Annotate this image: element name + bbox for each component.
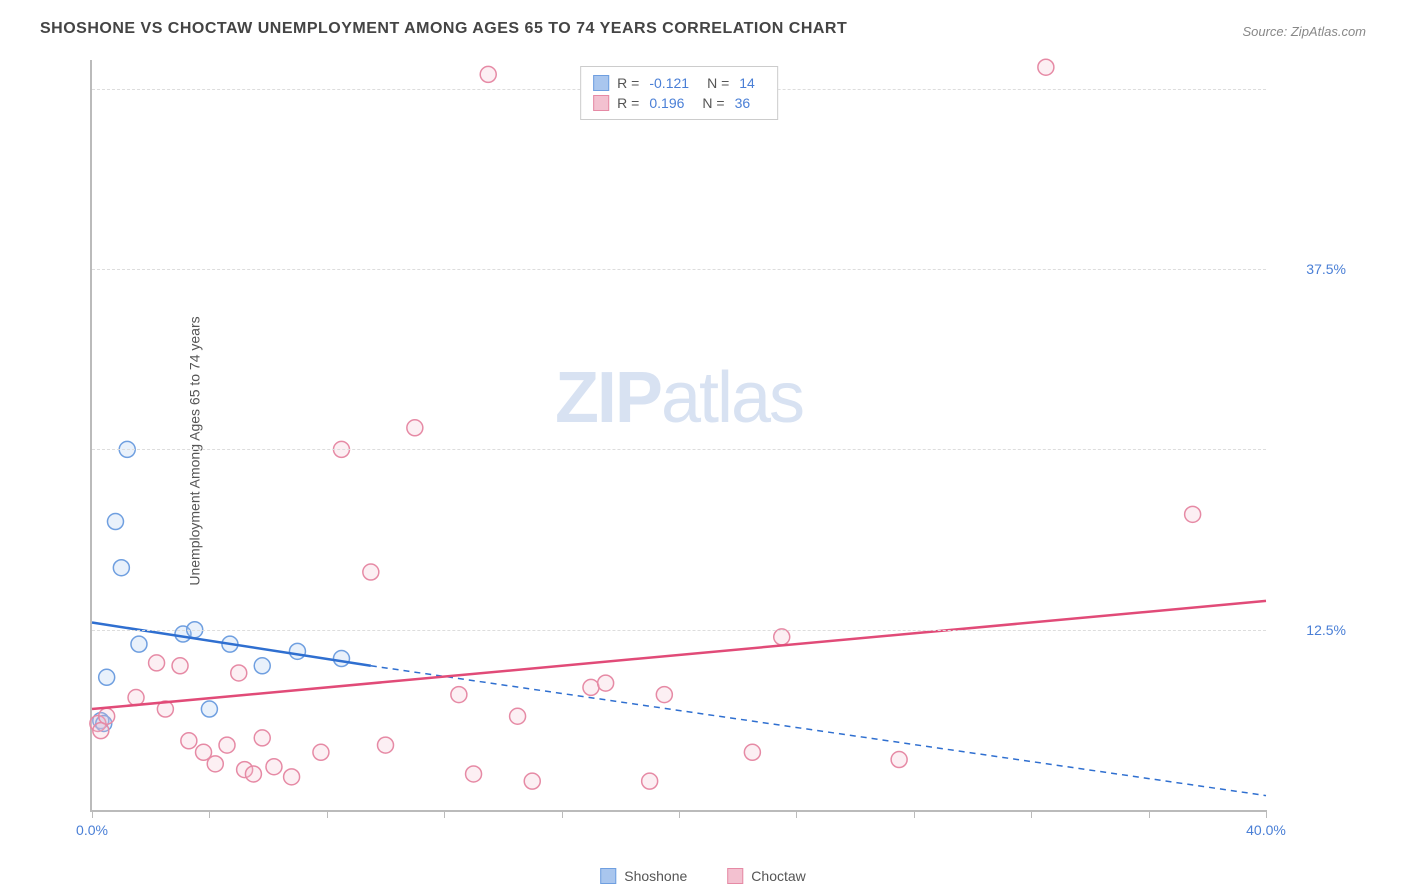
x-tick: [796, 810, 797, 818]
scatter-point: [642, 773, 658, 789]
legend-row: R = 0.196 N = 36: [593, 93, 765, 113]
legend-r-value: -0.121: [649, 75, 689, 91]
scatter-point: [113, 560, 129, 576]
correlation-legend: R = -0.121 N = 14 R = 0.196 N = 36: [580, 66, 778, 120]
scatter-point: [201, 701, 217, 717]
scatter-point: [333, 651, 349, 667]
x-tick: [914, 810, 915, 818]
scatter-point: [219, 737, 235, 753]
scatter-point: [524, 773, 540, 789]
source-attribution: Source: ZipAtlas.com: [1242, 24, 1366, 39]
legend-swatch: [600, 868, 616, 884]
legend-r-label: R =: [617, 75, 639, 91]
series-legend-item: Shoshone: [600, 868, 687, 884]
scatter-point: [1038, 59, 1054, 75]
scatter-point: [131, 636, 147, 652]
scatter-point: [407, 420, 423, 436]
grid-line: [92, 630, 1266, 631]
scatter-point: [128, 690, 144, 706]
y-tick-label: 37.5%: [1276, 261, 1346, 277]
scatter-point: [313, 744, 329, 760]
scatter-point: [284, 769, 300, 785]
scatter-point: [480, 66, 496, 82]
scatter-point: [172, 658, 188, 674]
scatter-point: [451, 687, 467, 703]
x-tick: [1266, 810, 1267, 818]
scatter-point: [254, 658, 270, 674]
scatter-point: [93, 723, 109, 739]
x-tick: [209, 810, 210, 818]
scatter-point: [378, 737, 394, 753]
legend-r-value: 0.196: [649, 95, 684, 111]
grid-line: [92, 269, 1266, 270]
scatter-point: [245, 766, 261, 782]
scatter-point: [99, 669, 115, 685]
scatter-point: [207, 756, 223, 772]
x-tick-label: 40.0%: [1246, 822, 1286, 838]
x-tick: [1149, 810, 1150, 818]
chart-area: Unemployment Among Ages 65 to 74 years Z…: [50, 60, 1356, 842]
y-tick-label: 12.5%: [1276, 622, 1346, 638]
scatter-point: [583, 679, 599, 695]
scatter-point: [1185, 506, 1201, 522]
grid-line: [92, 449, 1266, 450]
legend-n-label: N =: [702, 95, 724, 111]
plot-region: ZIPatlas R =-0.121N =14R =0.196N =36 12.…: [90, 60, 1266, 812]
scatter-point: [231, 665, 247, 681]
trend-line-dashed: [371, 666, 1266, 796]
series-legend: Shoshone Choctaw: [600, 868, 806, 884]
scatter-point: [510, 708, 526, 724]
legend-row: R = -0.121 N = 14: [593, 73, 765, 93]
scatter-point: [266, 759, 282, 775]
x-tick: [1031, 810, 1032, 818]
scatter-point: [107, 514, 123, 530]
scatter-point: [466, 766, 482, 782]
scatter-point: [149, 655, 165, 671]
legend-n-label: N =: [707, 75, 729, 91]
scatter-point: [254, 730, 270, 746]
scatter-svg: [92, 60, 1266, 810]
scatter-point: [289, 643, 305, 659]
x-tick: [679, 810, 680, 818]
scatter-point: [891, 752, 907, 768]
x-tick: [92, 810, 93, 818]
legend-n-value: 14: [739, 75, 755, 91]
x-tick: [444, 810, 445, 818]
legend-swatch: [593, 95, 609, 111]
series-legend-label: Choctaw: [751, 868, 805, 884]
chart-title: SHOSHONE VS CHOCTAW UNEMPLOYMENT AMONG A…: [40, 20, 847, 38]
scatter-point: [656, 687, 672, 703]
scatter-point: [744, 744, 760, 760]
trend-line: [92, 601, 1266, 709]
scatter-point: [363, 564, 379, 580]
scatter-point: [774, 629, 790, 645]
x-tick-label: 0.0%: [76, 822, 108, 838]
series-legend-item: Choctaw: [727, 868, 805, 884]
legend-swatch: [727, 868, 743, 884]
legend-n-value: 36: [735, 95, 751, 111]
scatter-point: [181, 733, 197, 749]
scatter-point: [99, 708, 115, 724]
legend-r-label: R =: [617, 95, 639, 111]
x-tick: [562, 810, 563, 818]
series-legend-label: Shoshone: [624, 868, 687, 884]
scatter-point: [598, 675, 614, 691]
x-tick: [327, 810, 328, 818]
legend-swatch: [593, 75, 609, 91]
